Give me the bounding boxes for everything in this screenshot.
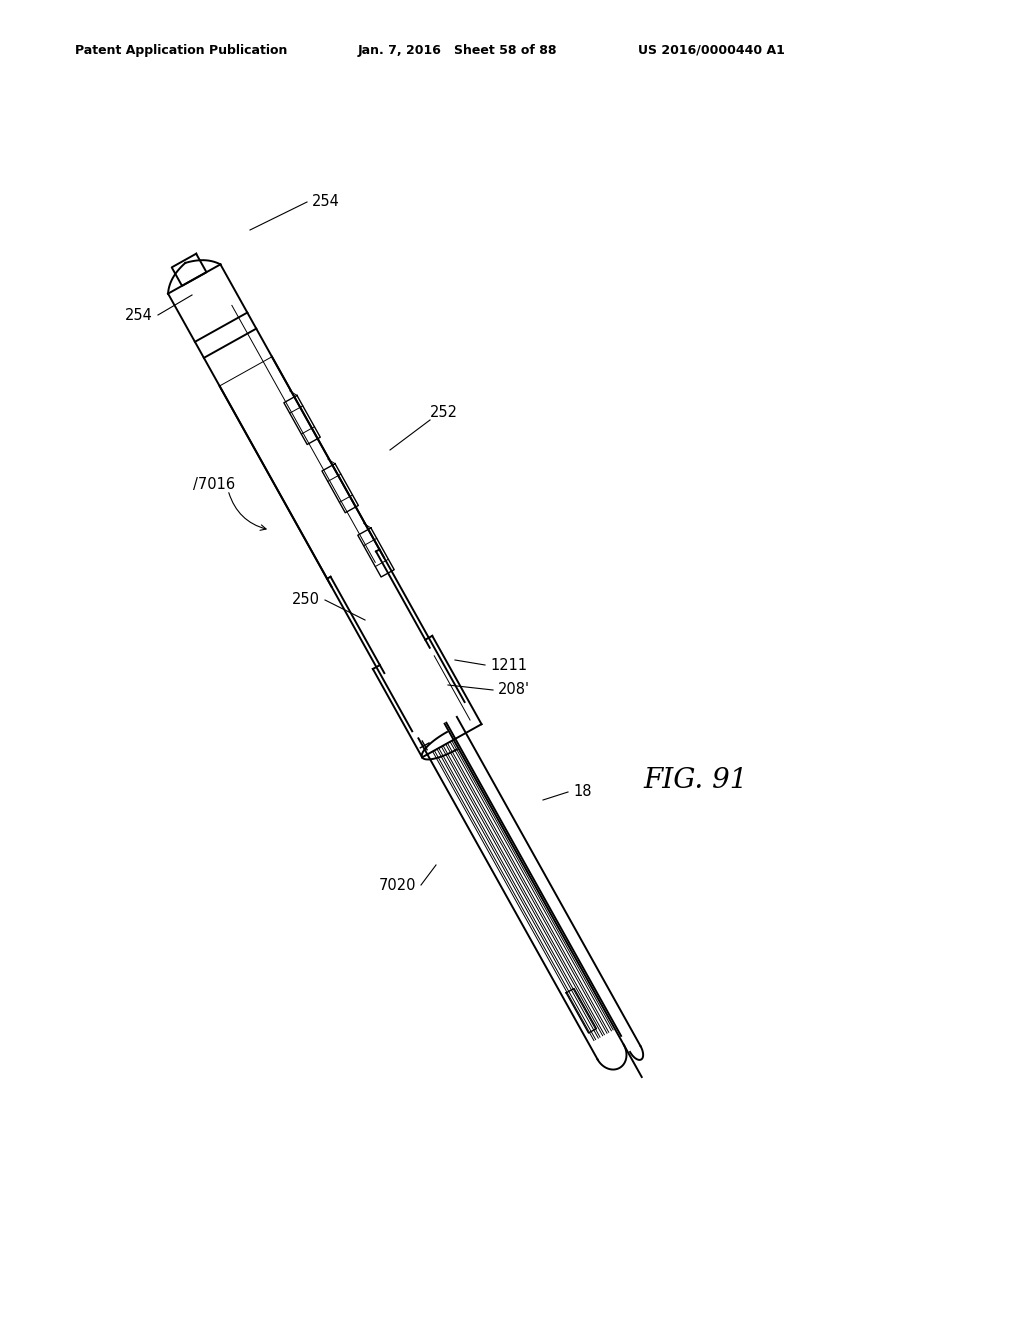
Text: 250: 250 bbox=[292, 593, 319, 607]
Text: 18: 18 bbox=[573, 784, 592, 800]
Text: US 2016/0000440 A1: US 2016/0000440 A1 bbox=[638, 44, 784, 57]
Text: 254: 254 bbox=[125, 308, 153, 322]
Text: 252: 252 bbox=[430, 405, 458, 420]
Text: 1211: 1211 bbox=[490, 657, 527, 672]
Text: 254: 254 bbox=[312, 194, 340, 210]
Text: Patent Application Publication: Patent Application Publication bbox=[75, 44, 288, 57]
Text: 7020: 7020 bbox=[379, 878, 416, 892]
Text: 208': 208' bbox=[498, 682, 530, 697]
Text: FIG. 91: FIG. 91 bbox=[643, 767, 748, 793]
Text: /7016: /7016 bbox=[193, 478, 236, 492]
Text: Jan. 7, 2016   Sheet 58 of 88: Jan. 7, 2016 Sheet 58 of 88 bbox=[358, 44, 557, 57]
